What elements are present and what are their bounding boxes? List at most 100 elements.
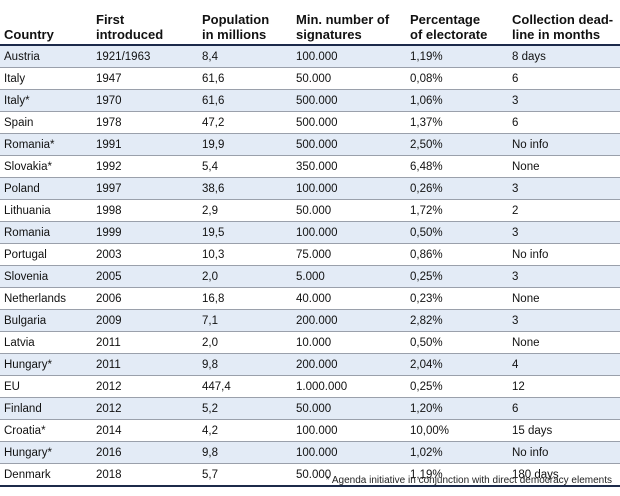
table-row: Hungary* 2011 9,8 200.000 2,04% 4 — [0, 353, 620, 376]
cell-min-signatures: 1.000.000 — [292, 375, 406, 398]
cell-percentage-electorate: 1,37% — [406, 111, 508, 134]
cell-first-introduced: 2011 — [92, 331, 198, 354]
cell-first-introduced: 2006 — [92, 287, 198, 310]
cell-collection-deadline: 3 — [508, 309, 620, 332]
cell-country: Croatia* — [0, 419, 92, 442]
cell-population: 8,4 — [198, 45, 292, 68]
cell-first-introduced: 2016 — [92, 441, 198, 464]
cell-first-introduced: 2012 — [92, 375, 198, 398]
table-row: Denmark 2018 5,7 50.000 1,19% 180 days — [0, 463, 620, 487]
table-row: Slovenia 2005 2,0 5.000 0,25% 3 — [0, 265, 620, 288]
cell-first-introduced: 1978 — [92, 111, 198, 134]
cell-min-signatures: 50.000 — [292, 463, 406, 487]
table-body: Austria 1921/1963 8,4 100.000 1,19% 8 days Ita… — [0, 45, 620, 487]
cell-population: 5,7 — [198, 463, 292, 487]
column-header-min-signatures: Min. number of signatures — [292, 8, 406, 46]
cell-country: Spain — [0, 111, 92, 134]
table-row: Hungary* 2016 9,8 100.000 1,02% No info — [0, 441, 620, 464]
table-row: Spain 1978 47,2 500.000 1,37% 6 — [0, 111, 620, 134]
cell-population: 19,9 — [198, 133, 292, 156]
cell-country: Hungary* — [0, 353, 92, 376]
cell-min-signatures: 100.000 — [292, 177, 406, 200]
cell-population: 7,1 — [198, 309, 292, 332]
column-header-collection-deadline: Collection dead- line in months — [508, 8, 620, 46]
cell-first-introduced: 1999 — [92, 221, 198, 244]
cell-percentage-electorate: 1,02% — [406, 441, 508, 464]
cell-percentage-electorate: 0,25% — [406, 265, 508, 288]
column-header-first-introduced: First introduced — [92, 8, 198, 46]
cell-collection-deadline: 15 days — [508, 419, 620, 442]
cell-collection-deadline: No info — [508, 243, 620, 266]
cell-min-signatures: 500.000 — [292, 89, 406, 112]
column-header-country: Country — [0, 8, 92, 46]
cell-population: 2,0 — [198, 265, 292, 288]
cell-collection-deadline: None — [508, 155, 620, 178]
cell-collection-deadline: 6 — [508, 111, 620, 134]
cell-percentage-electorate: 2,50% — [406, 133, 508, 156]
cell-country: Slovenia — [0, 265, 92, 288]
cell-population: 61,6 — [198, 67, 292, 90]
cell-percentage-electorate: 0,25% — [406, 375, 508, 398]
cell-population: 9,8 — [198, 441, 292, 464]
cell-collection-deadline: 6 — [508, 397, 620, 420]
table-row: Lithuania 1998 2,9 50.000 1,72% 2 — [0, 199, 620, 222]
table-row: Romania 1999 19,5 100.000 0,50% 3 — [0, 221, 620, 244]
cell-country: Portugal — [0, 243, 92, 266]
cell-min-signatures: 50.000 — [292, 397, 406, 420]
cell-min-signatures: 40.000 — [292, 287, 406, 310]
cell-percentage-electorate: 0,50% — [406, 331, 508, 354]
cell-country: Austria — [0, 45, 92, 68]
cell-country: Latvia — [0, 331, 92, 354]
cell-percentage-electorate: 1,20% — [406, 397, 508, 420]
cell-collection-deadline: None — [508, 331, 620, 354]
cell-first-introduced: 1947 — [92, 67, 198, 90]
cell-min-signatures: 50.000 — [292, 199, 406, 222]
cell-country: Romania — [0, 221, 92, 244]
cell-country: Finland — [0, 397, 92, 420]
cell-first-introduced: 2018 — [92, 463, 198, 487]
cell-collection-deadline: 3 — [508, 221, 620, 244]
cell-population: 5,4 — [198, 155, 292, 178]
cell-population: 5,2 — [198, 397, 292, 420]
cell-min-signatures: 100.000 — [292, 45, 406, 68]
cell-min-signatures: 350.000 — [292, 155, 406, 178]
cell-min-signatures: 10.000 — [292, 331, 406, 354]
column-header-population: Population in millions — [198, 8, 292, 46]
cell-population: 2,9 — [198, 199, 292, 222]
cell-collection-deadline: 3 — [508, 177, 620, 200]
table-row: Italy 1947 61,6 50.000 0,08% 6 — [0, 67, 620, 90]
table-row: Austria 1921/1963 8,4 100.000 1,19% 8 days — [0, 45, 620, 68]
cell-min-signatures: 500.000 — [292, 133, 406, 156]
cell-percentage-electorate: 2,82% — [406, 309, 508, 332]
cell-collection-deadline: 3 — [508, 265, 620, 288]
cell-min-signatures: 75.000 — [292, 243, 406, 266]
cell-country: Netherlands — [0, 287, 92, 310]
cell-collection-deadline: 12 — [508, 375, 620, 398]
cell-collection-deadline: 180 days — [508, 463, 620, 487]
cell-first-introduced: 2012 — [92, 397, 198, 420]
table-row: Bulgaria 2009 7,1 200.000 2,82% 3 — [0, 309, 620, 332]
cell-first-introduced: 1921/1963 — [92, 45, 198, 68]
cell-first-introduced: 2011 — [92, 353, 198, 376]
cell-first-introduced: 1997 — [92, 177, 198, 200]
header-row: Country First introduced Population in mil… — [0, 8, 620, 46]
cell-first-introduced: 1992 — [92, 155, 198, 178]
cell-first-introduced: 1998 — [92, 199, 198, 222]
table-row: Romania* 1991 19,9 500.000 2,50% No info — [0, 133, 620, 156]
cell-percentage-electorate: 1,19% — [406, 463, 508, 487]
cell-first-introduced: 2009 — [92, 309, 198, 332]
cell-population: 4,2 — [198, 419, 292, 442]
cell-percentage-electorate: 1,06% — [406, 89, 508, 112]
cell-country: Denmark — [0, 463, 92, 487]
cell-first-introduced: 2003 — [92, 243, 198, 266]
cell-percentage-electorate: 0,23% — [406, 287, 508, 310]
cell-country: Italy* — [0, 89, 92, 112]
cell-population: 47,2 — [198, 111, 292, 134]
cell-country: Poland — [0, 177, 92, 200]
cell-min-signatures: 200.000 — [292, 353, 406, 376]
cell-country: Hungary* — [0, 441, 92, 464]
cell-percentage-electorate: 0,26% — [406, 177, 508, 200]
cell-population: 61,6 — [198, 89, 292, 112]
cell-percentage-electorate: 2,04% — [406, 353, 508, 376]
cell-percentage-electorate: 10,00% — [406, 419, 508, 442]
